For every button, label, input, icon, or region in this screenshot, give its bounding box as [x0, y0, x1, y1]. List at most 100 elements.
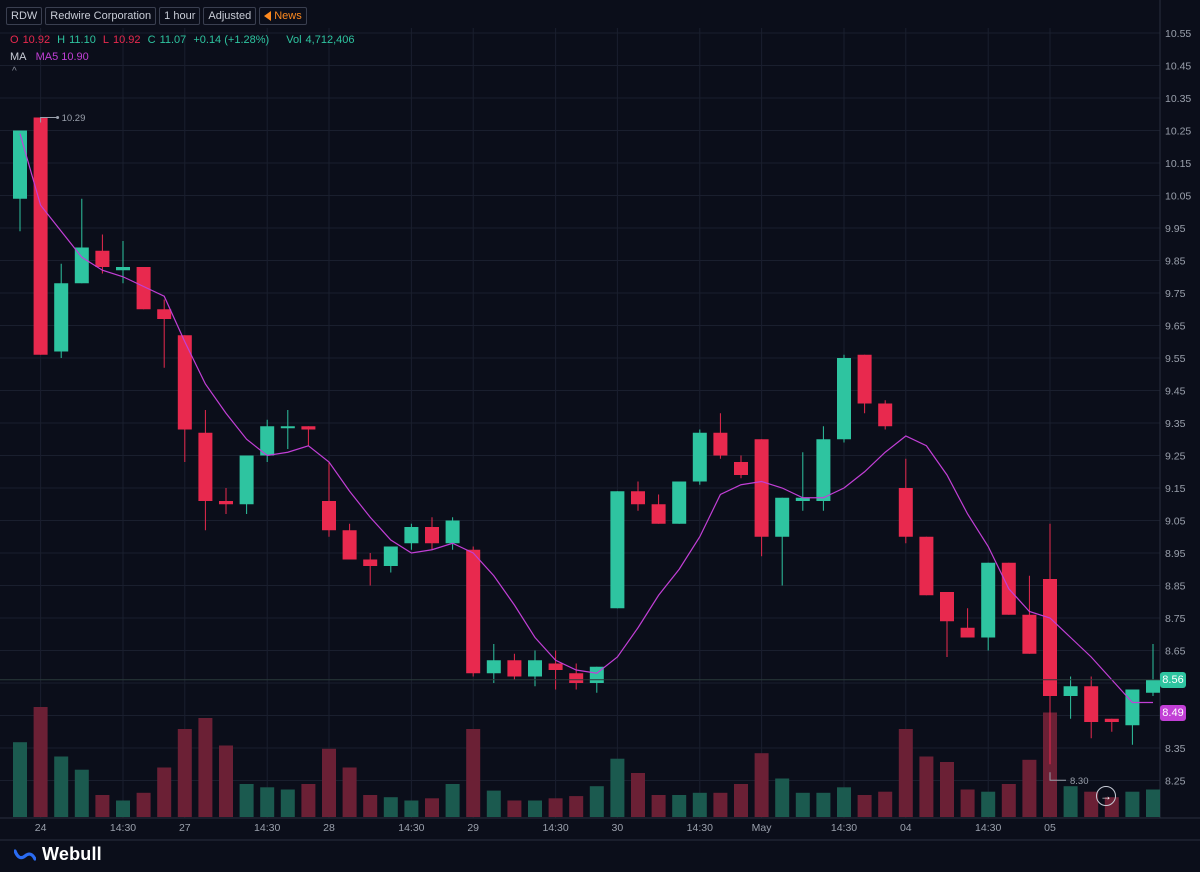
candle-body[interactable] [960, 627, 975, 638]
candle-body[interactable] [157, 309, 172, 319]
candle-body[interactable] [198, 432, 213, 501]
candle-body[interactable] [260, 426, 275, 456]
x-tick-label: 24 [35, 822, 47, 834]
x-tick-label: 14:30 [254, 822, 280, 834]
candle-body[interactable] [898, 488, 913, 537]
candle-body[interactable] [1125, 689, 1140, 726]
candle-body[interactable] [1146, 679, 1160, 693]
candle-body[interactable] [136, 267, 151, 310]
candle-body[interactable] [95, 250, 110, 267]
candle-body[interactable] [816, 439, 831, 501]
volume-bar [898, 729, 913, 817]
candle-body[interactable] [878, 403, 893, 427]
candle-body[interactable] [54, 283, 69, 352]
y-tick-label: 10.55 [1165, 28, 1191, 40]
volume-bar [1022, 759, 1037, 817]
volume-bar [445, 784, 460, 817]
candle-body[interactable] [692, 432, 707, 482]
candle-body[interactable] [981, 562, 996, 638]
candle-body[interactable] [672, 481, 687, 524]
volume-bar [754, 753, 769, 817]
x-tick-label: 05 [1044, 822, 1056, 834]
candle-body[interactable] [280, 426, 295, 429]
ma5-line [19, 133, 1153, 704]
volume-bar [260, 787, 275, 817]
candle-body[interactable] [1022, 614, 1037, 654]
volume-bar [280, 789, 295, 817]
y-tick-label: 8.75 [1165, 613, 1186, 625]
y-tick-label: 9.75 [1165, 288, 1186, 300]
candle-body[interactable] [631, 491, 645, 505]
candle-body[interactable] [651, 504, 666, 524]
candle-body[interactable] [919, 536, 934, 596]
news-toggle[interactable]: News [259, 7, 307, 25]
candle-body[interactable] [466, 549, 481, 674]
candle-body[interactable] [1104, 718, 1119, 722]
ma-legend[interactable]: MA MA5 10.90 [10, 51, 89, 63]
candle-body[interactable] [775, 497, 790, 537]
ma5-value: MA5 10.90 [35, 51, 89, 63]
volume-bar [1063, 786, 1078, 817]
collapse-caret-icon[interactable]: ^ [12, 66, 17, 77]
candle-body[interactable] [363, 559, 378, 567]
candle-body[interactable] [13, 130, 27, 199]
candle-body[interactable] [383, 546, 398, 567]
candle-body[interactable] [1063, 686, 1078, 696]
candle-body[interactable] [569, 673, 584, 683]
candle-body[interactable] [610, 491, 625, 609]
y-tick-label: 9.05 [1165, 516, 1186, 528]
news-label: News [274, 10, 302, 22]
volume-bar [775, 778, 790, 817]
candle-body[interactable] [754, 439, 769, 537]
candle-body[interactable] [795, 497, 810, 501]
candle-body[interactable] [177, 335, 192, 430]
candle-body[interactable] [734, 462, 748, 475]
candle-body[interactable] [404, 527, 419, 544]
scroll-to-latest-button[interactable]: → [1096, 786, 1116, 806]
volume-bar [466, 729, 481, 817]
volume-bar [157, 767, 172, 817]
min-marker [1049, 772, 1066, 781]
volume-bar [734, 784, 748, 817]
candle-body[interactable] [33, 117, 48, 355]
webull-wave-icon [14, 848, 36, 861]
ticker-chip[interactable]: RDW [6, 7, 43, 25]
candle-body[interactable] [322, 501, 336, 531]
candle-body[interactable] [528, 660, 542, 677]
candle-body[interactable] [940, 592, 954, 622]
candle-body[interactable] [837, 358, 851, 440]
candle-body[interactable] [425, 527, 439, 544]
candle-body[interactable] [239, 455, 254, 505]
candle-body[interactable] [857, 354, 872, 404]
volume-value: 4,712,406 [305, 34, 355, 46]
change-value: +0.14 (+1.28%) [193, 34, 270, 46]
company-chip[interactable]: Redwire Corporation [45, 7, 157, 25]
volume-bar [528, 800, 542, 817]
high-label: H [57, 34, 66, 46]
y-tick-label: 10.35 [1165, 93, 1191, 105]
candle-body[interactable] [486, 660, 501, 674]
volume-bar [74, 769, 89, 817]
volume-bar [322, 748, 336, 817]
candle-body[interactable] [1043, 579, 1057, 696]
volume-bar [1084, 791, 1099, 817]
volume-bar [857, 795, 872, 817]
volume-bar [569, 796, 584, 817]
candle-body[interactable] [445, 520, 460, 544]
candle-body[interactable] [548, 663, 563, 671]
candle-body[interactable] [74, 247, 89, 284]
volume-bar [1001, 784, 1016, 817]
interval-selector[interactable]: 1 hour [159, 7, 201, 25]
volume-bar [301, 784, 316, 817]
adjustment-selector[interactable]: Adjusted [203, 7, 257, 25]
candle-body[interactable] [116, 267, 130, 271]
candle-body[interactable] [301, 426, 316, 430]
candle-body[interactable] [713, 432, 728, 456]
x-tick-label: 28 [323, 822, 335, 834]
candle-body[interactable] [1084, 686, 1099, 722]
candle-body[interactable] [219, 501, 233, 505]
candle-body[interactable] [507, 660, 522, 677]
x-tick-label: 14:30 [398, 822, 424, 834]
candle-body[interactable] [342, 530, 357, 560]
